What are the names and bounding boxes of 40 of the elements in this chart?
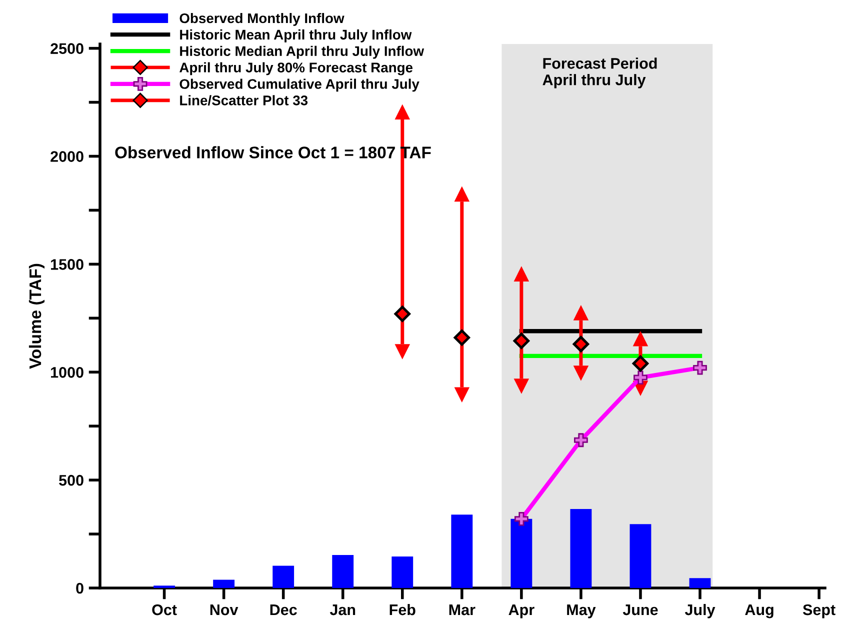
point: [394, 306, 411, 322]
legend-label: Observed Cumulative April thru July: [180, 78, 420, 92]
x-tick-label: Dec: [270, 604, 297, 616]
bar: [332, 554, 354, 588]
x-tick-label: Jan: [330, 604, 356, 616]
point: [454, 329, 470, 346]
x-tick-label: Feb: [390, 604, 416, 616]
x-tick-label: Nov: [210, 604, 238, 616]
point: [632, 355, 649, 372]
x-tick-label: July: [684, 604, 716, 618]
x-tick-label: Oct: [152, 604, 177, 616]
legend-label: Historic Median April thru July Inflow: [180, 46, 424, 59]
bar: [689, 578, 711, 588]
y-tick-label: 1500: [51, 259, 84, 270]
point: [572, 336, 590, 352]
bar: [510, 518, 532, 588]
y-axis-title: Volume (TAF): [28, 264, 44, 369]
point: [513, 332, 530, 349]
x-tick-label: June: [622, 604, 658, 616]
x-tick-label: Apr: [508, 604, 534, 618]
legend-label: Observed Monthly Inflow: [180, 12, 344, 26]
y-tick-label: 2500: [50, 43, 84, 54]
legend-label: Historic Mean April thru July Inflow: [180, 29, 412, 42]
x-tick-label: May: [567, 604, 596, 618]
y-tick-label: 2000: [50, 151, 84, 162]
legend-label: April thru July 80% Forecast Range: [180, 62, 413, 76]
legend-label: Line/Scatter Plot 33: [180, 95, 308, 106]
bar: [570, 508, 592, 588]
y-tick-label: 500: [59, 474, 84, 486]
bar: [451, 514, 473, 588]
y-tick-label: 0: [76, 582, 84, 594]
x-tick-label: Aug: [745, 604, 774, 618]
y-tick-label: 1000: [51, 366, 84, 378]
x-tick-label: Sept: [802, 604, 836, 618]
bar: [392, 556, 414, 588]
bar: [213, 580, 235, 588]
bar: [272, 566, 294, 588]
bar: [630, 524, 652, 588]
x-tick-label: Mar: [449, 604, 476, 616]
band-label: Forecast Period April thru July: [542, 58, 657, 88]
